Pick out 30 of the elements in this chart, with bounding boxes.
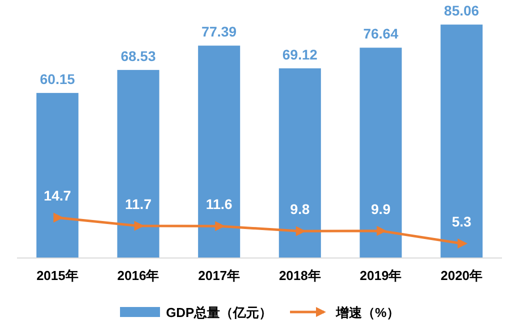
point — [376, 226, 387, 236]
data-label: 68.53 — [120, 48, 156, 64]
data-label: 11.6 — [206, 196, 233, 212]
data-label: 11.7 — [125, 196, 152, 212]
x-tick-label: 2016年 — [117, 268, 160, 283]
data-label: 9.8 — [290, 201, 310, 218]
data-label: 5.3 — [452, 213, 472, 230]
data-label: 77.39 — [202, 24, 237, 40]
x-tick-label: 2015年 — [36, 268, 78, 283]
x-tick-label: 2018年 — [278, 268, 321, 283]
point — [53, 212, 64, 223]
data-label: 85.06 — [444, 2, 480, 19]
bar — [117, 70, 160, 258]
data-label: 14.7 — [44, 188, 72, 204]
bar — [440, 24, 483, 258]
legend-label: 增速（%） — [335, 305, 400, 320]
x-tick-label: 2019年 — [360, 268, 402, 283]
point — [215, 221, 226, 232]
data-label: 9.9 — [371, 200, 391, 217]
bar — [360, 48, 402, 258]
bar — [278, 68, 321, 258]
data-label: 60.15 — [40, 70, 76, 87]
x-tick-label: 2020年 — [440, 268, 483, 283]
data-label: 69.12 — [282, 46, 318, 62]
legend-label: GDP总量（亿元） — [166, 305, 272, 320]
data-label: 76.64 — [363, 26, 398, 42]
bar — [198, 46, 240, 258]
point — [458, 238, 468, 248]
x-tick-label: 2017年 — [198, 268, 240, 283]
bar — [36, 92, 78, 258]
